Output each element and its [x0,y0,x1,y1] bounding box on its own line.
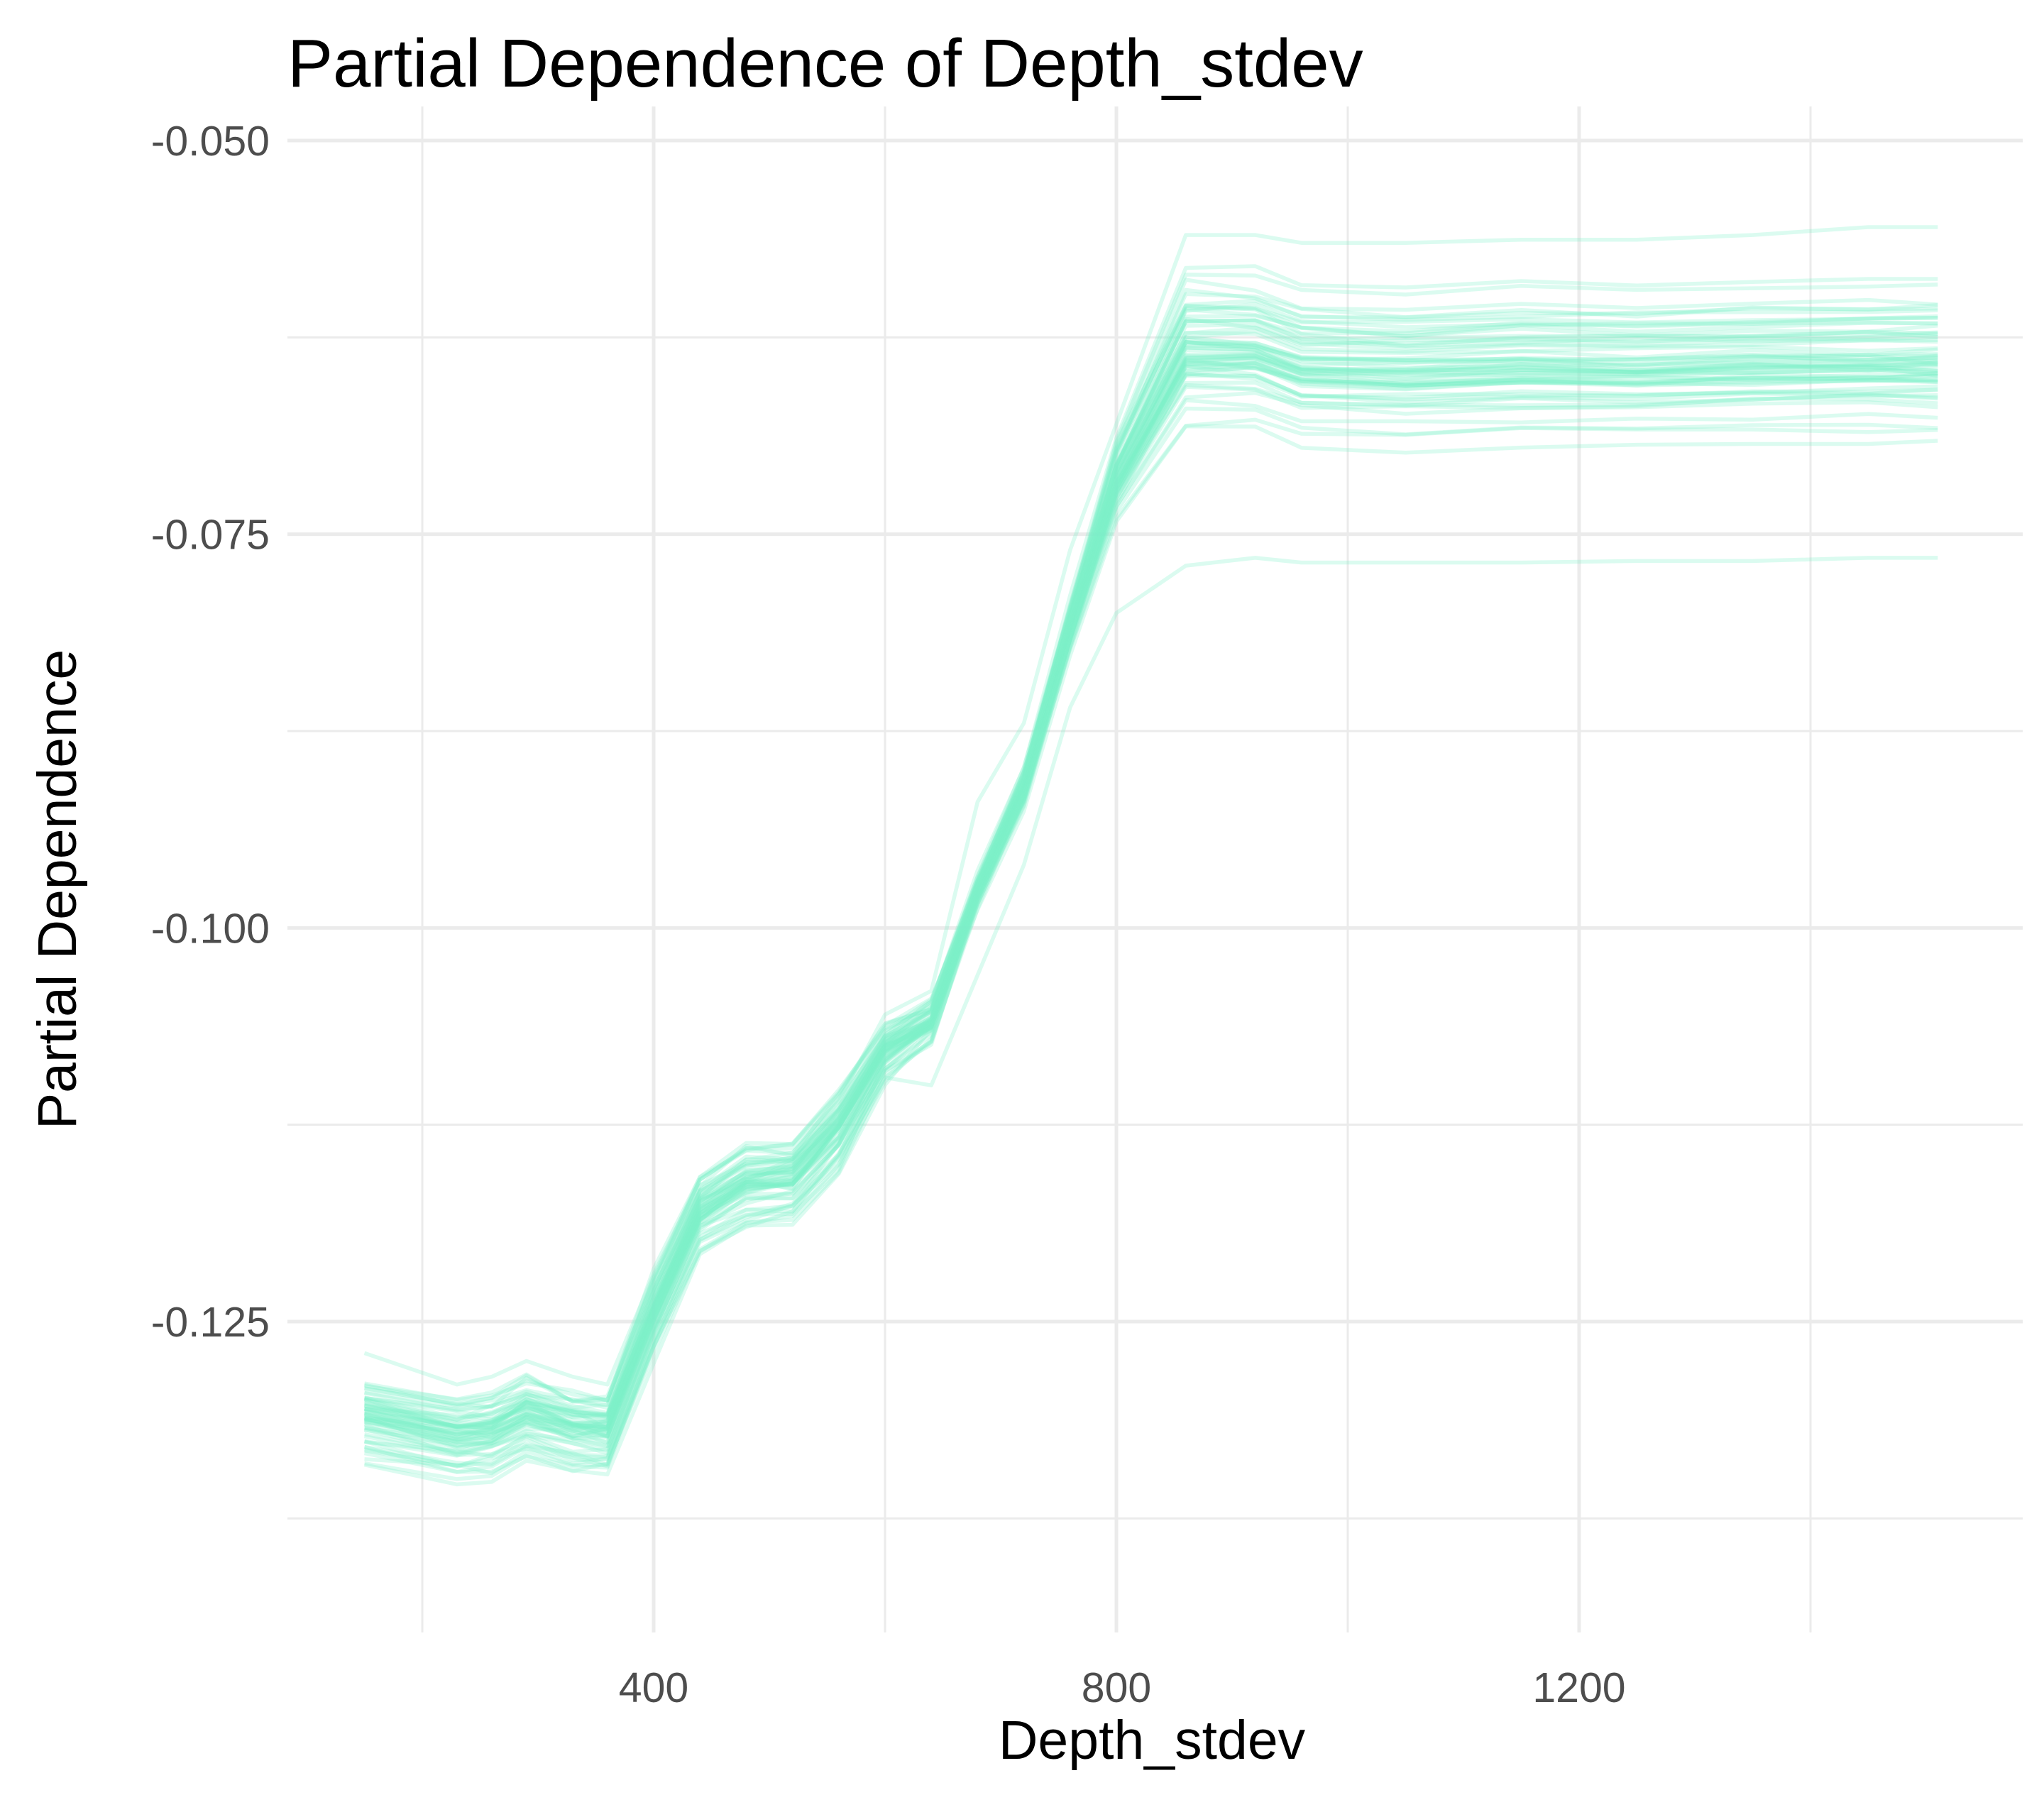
ice-line [364,372,1938,1404]
ice-line [364,348,1938,1439]
ice-line [363,337,1938,1450]
ice-line [364,361,1938,1403]
ice-line [363,364,1938,1474]
ice-line [363,322,1938,1424]
ice-line [363,319,1938,1455]
ice-line [364,313,1938,1434]
y-tick-label: -0.125 [151,1299,270,1346]
ice-line [363,225,1938,1387]
ice-line [364,351,1938,1458]
ice-line [363,278,1938,1437]
ice-line [364,366,1938,1434]
y-axis-title: Partial Dependence [27,649,88,1129]
ice-line [363,341,1938,1446]
grid [287,106,2023,1632]
ice-line [364,398,1938,1422]
ice-line [364,273,1938,1469]
ice-line [364,340,1938,1442]
ice-line [364,339,1938,1431]
ice-line [364,360,1938,1425]
ice-line [363,302,1938,1429]
ice-line [364,373,1938,1439]
ice-line [363,353,1938,1449]
y-tick-label: -0.100 [151,905,270,952]
ice-line [363,340,1938,1444]
ice-line [364,304,1938,1436]
ice-line [364,356,1938,1447]
ice-line [363,287,1938,1454]
ice-line [364,340,1938,1459]
ice-line [364,344,1938,1409]
y-tick-label: -0.075 [151,512,270,559]
ice-line [363,360,1938,1429]
ice-line [364,304,1938,1409]
ice-line [363,364,1938,1450]
x-tick-label: 400 [619,1664,688,1711]
ice-line [364,292,1938,1431]
ice-line [363,385,1938,1429]
ice-line [363,353,1938,1456]
ice-line [364,383,1938,1412]
ice-line [364,317,1938,1469]
y-axis-tick-labels: -0.050 -0.075 -0.100 -0.125 [151,118,270,1346]
ice-line [364,360,1938,1420]
ice-line [363,345,1938,1445]
ice-line [363,346,1938,1440]
ice-line [363,352,1938,1407]
ice-lines [363,225,1938,1487]
ice-line [364,364,1938,1476]
ice-line [363,325,1938,1438]
ice-line [363,306,1938,1422]
ice-line [363,330,1938,1438]
ice-line [363,318,1938,1442]
ice-line [363,417,1938,1429]
x-tick-label: 800 [1082,1664,1151,1711]
y-tick-label: -0.050 [151,118,270,165]
x-axis-title: Depth_stdev [999,1710,1306,1771]
ice-line [363,298,1938,1425]
ice-line [363,406,1938,1420]
ice-line [363,357,1938,1430]
ice-line [363,356,1938,1474]
x-axis-tick-labels: 400 800 1200 [619,1664,1626,1711]
ice-line [363,361,1938,1429]
ice-line [364,329,1938,1406]
ice-line [363,380,1938,1439]
ice-line [363,318,1938,1487]
ice-line [363,355,1938,1441]
ice-line [363,334,1938,1412]
ice-line [364,424,1938,1428]
chart-title: Partial Dependence of Depth_stdev [287,26,1363,101]
ice-line [363,264,1938,1431]
ice-line [363,390,1938,1469]
ice-line [364,556,1938,1481]
ice-line [364,307,1938,1444]
ice-line [363,355,1938,1458]
ice-line [364,371,1938,1467]
x-tick-label: 1200 [1532,1664,1625,1711]
